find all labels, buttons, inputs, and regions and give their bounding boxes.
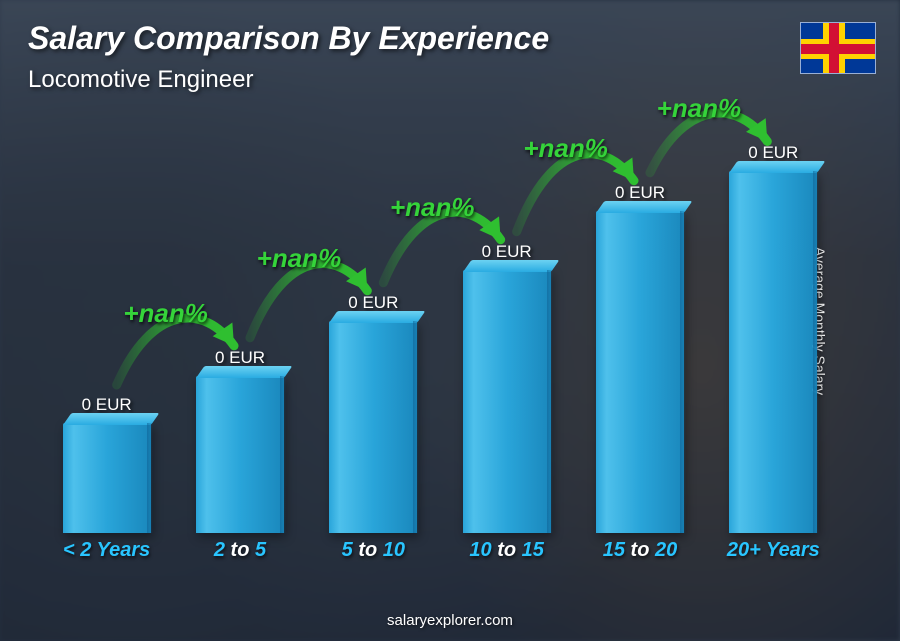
footer-attribution: salaryexplorer.com bbox=[0, 612, 900, 629]
aland-flag-icon bbox=[800, 22, 876, 74]
page-subtitle: Locomotive Engineer bbox=[28, 66, 253, 94]
bar-chart: 0 EUR0 EUR0 EUR0 EUR0 EUR0 EUR < 2 Years… bbox=[40, 140, 840, 571]
growth-label: +nan% bbox=[657, 93, 742, 124]
page-title: Salary Comparison By Experience bbox=[28, 20, 549, 57]
infographic-content: Salary Comparison By Experience Locomoti… bbox=[0, 0, 900, 641]
growth-arrow-icon bbox=[40, 140, 840, 571]
